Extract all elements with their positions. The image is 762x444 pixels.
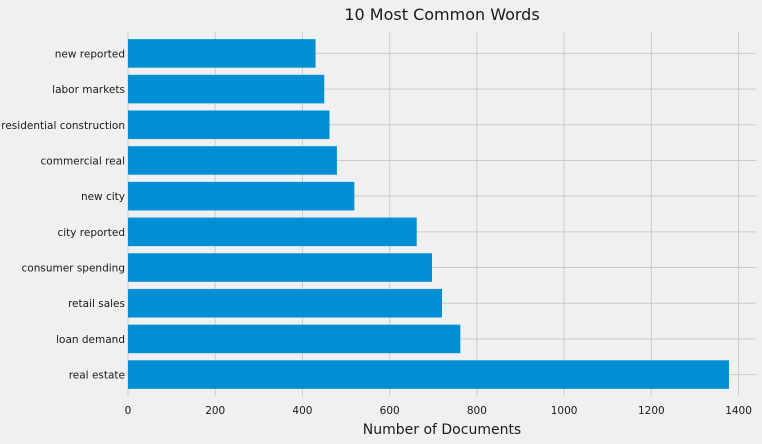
bar-new-city — [128, 181, 355, 211]
x-tick-label: 600 — [380, 405, 400, 417]
y-category-label: labor markets — [52, 84, 125, 96]
x-tick-label: 1200 — [638, 405, 665, 417]
y-category-label: consumer spending — [22, 263, 125, 275]
bar-loan-demand — [128, 324, 461, 354]
y-category-label: loan demand — [56, 334, 125, 346]
x-tick-labels: 0 200 400 600 800 1000 1200 1400 — [125, 405, 752, 417]
x-tick-label: 0 — [125, 405, 132, 417]
bar-commercial-real — [128, 146, 337, 175]
bar-labor-markets — [128, 74, 325, 104]
y-category-label: commercial real — [41, 155, 125, 167]
bar-residential-construction — [128, 110, 330, 140]
bar-city-reported — [128, 217, 417, 247]
x-axis-label: Number of Documents — [363, 422, 521, 438]
x-tick-label: 400 — [292, 405, 312, 417]
bar-new-reported — [128, 39, 316, 68]
x-tick-label: 200 — [205, 405, 225, 417]
chart-title: 10 Most Common Words — [344, 5, 539, 24]
y-category-label: new city — [81, 191, 125, 203]
x-tick-label: 1400 — [725, 405, 752, 417]
y-category-label: retail sales — [68, 298, 125, 310]
bar-consumer-spending — [128, 253, 432, 282]
y-category-label: residential construction — [1, 120, 125, 132]
bars — [128, 39, 729, 389]
bar-real-estate — [128, 360, 729, 389]
bar-retail-sales — [128, 288, 442, 318]
x-tick-label: 800 — [467, 405, 487, 417]
y-category-label: city reported — [57, 227, 125, 239]
y-category-label: real estate — [69, 370, 125, 382]
x-tick-label: 1000 — [551, 405, 578, 417]
y-category-label: new reported — [55, 48, 125, 60]
category-labels: real estate loan demand retail sales consum… — [1, 48, 125, 381]
